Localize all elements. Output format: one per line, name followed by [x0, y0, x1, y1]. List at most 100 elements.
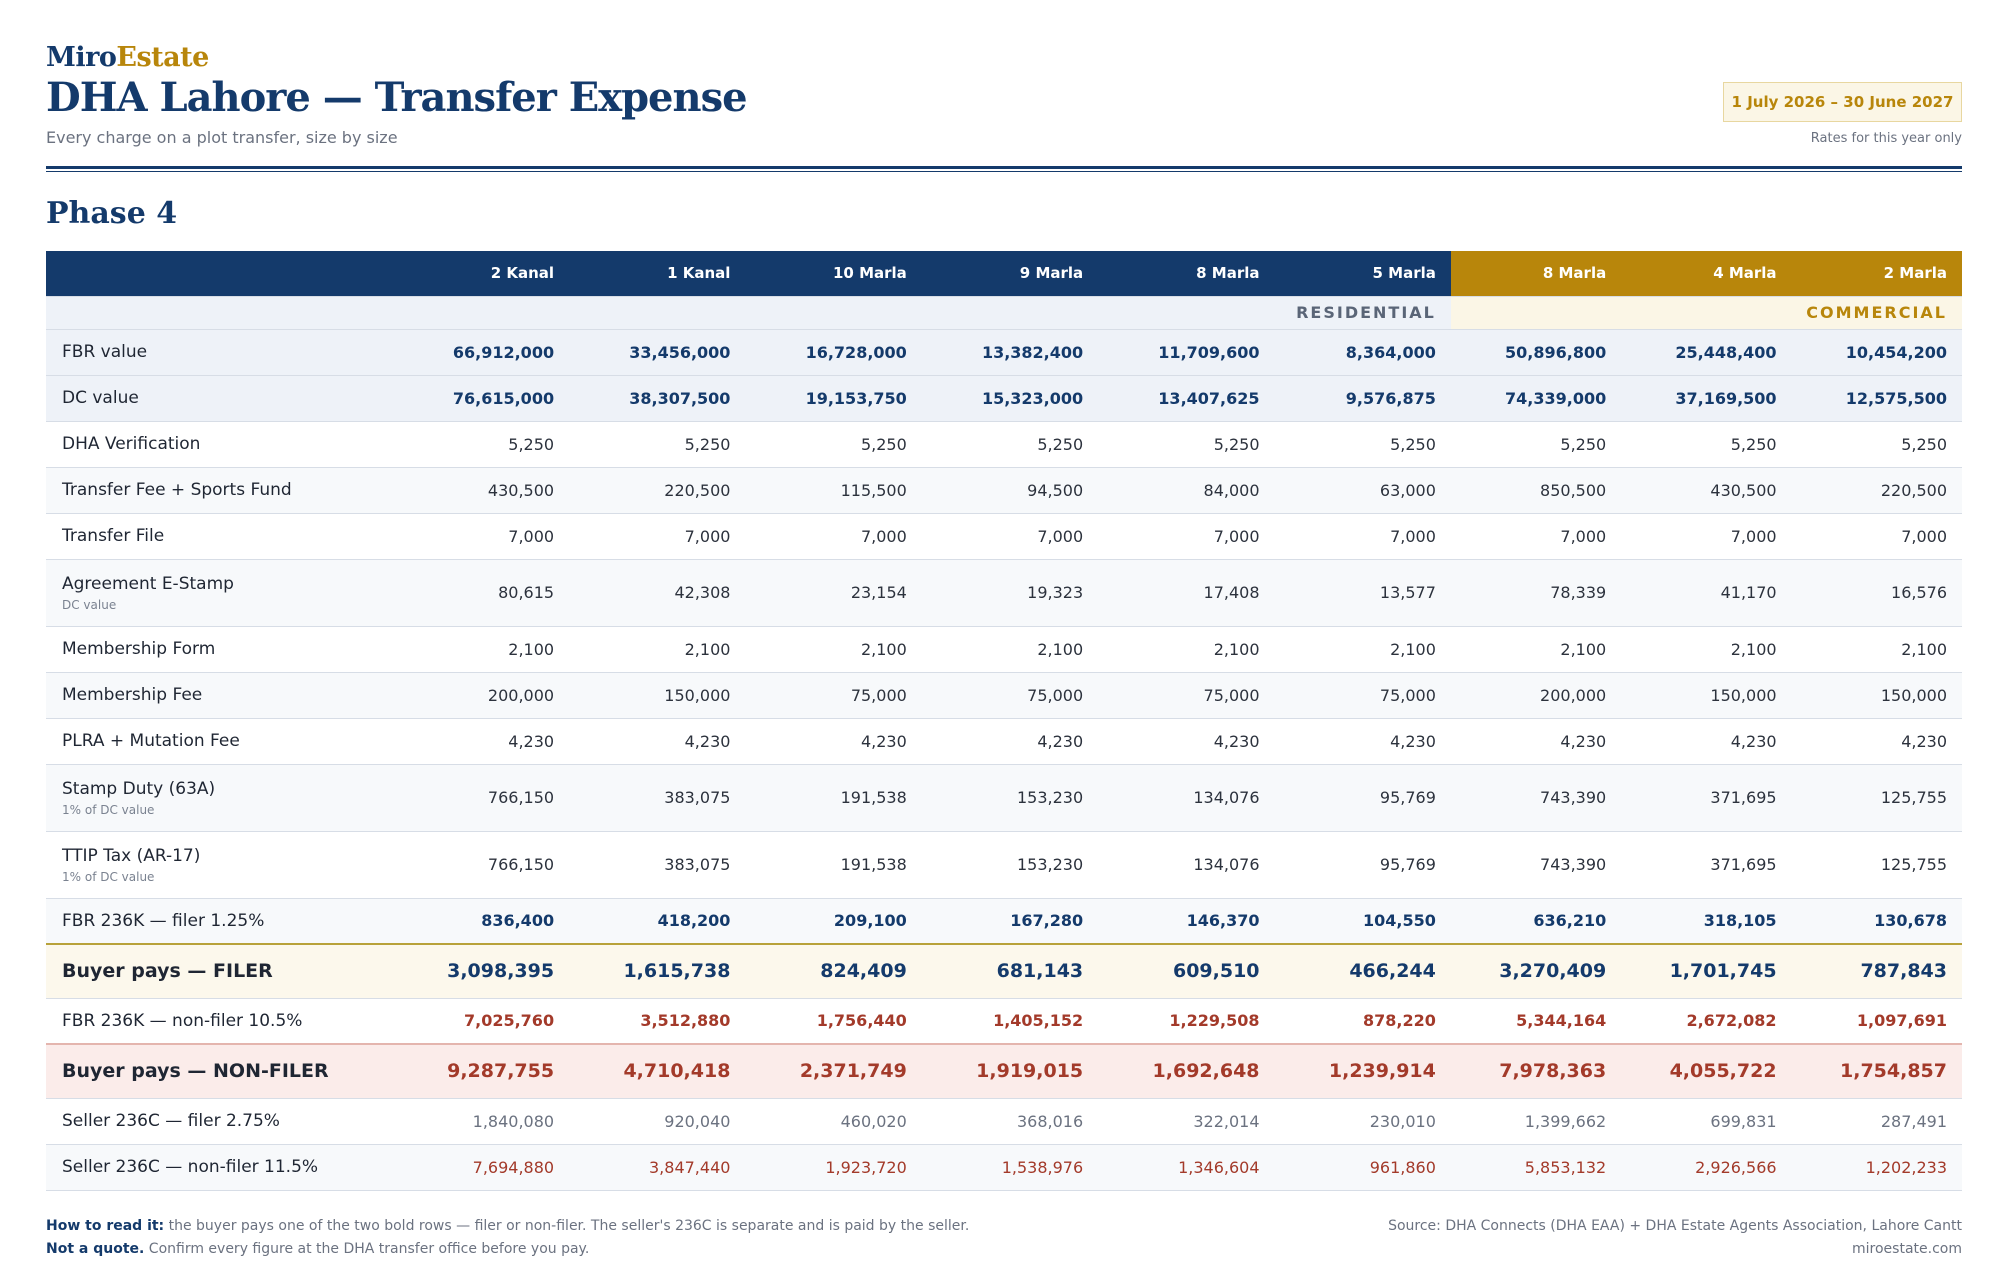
table-cell: 75,000 [1098, 672, 1275, 719]
column-header: 8 Marla [1450, 251, 1622, 297]
table-cell: 787,843 [1791, 943, 1962, 999]
table-cell: 2,100 [745, 626, 922, 673]
table-cell: 1,840,080 [392, 1098, 570, 1145]
page: MiroEstate DHA Lahore — Transfer Expense… [46, 0, 1962, 1274]
table-cell: 5,250 [569, 421, 746, 468]
table-cell: 220,500 [1791, 467, 1962, 514]
table-cell: 4,230 [1098, 718, 1275, 765]
table-cell: 1,202,233 [1791, 1144, 1962, 1191]
table-cell: 5,250 [745, 421, 922, 468]
header-rule-thick [46, 166, 1962, 169]
table-row: Transfer File 7,000 7,000 7,000 7,000 7,000 7,… [46, 513, 1962, 560]
table-cell: 4,230 [1450, 718, 1622, 765]
table-cell: 824,409 [745, 943, 922, 999]
table-cell: 16,576 [1791, 559, 1962, 627]
table-cell: 5,250 [1621, 421, 1792, 468]
footer-not-a-quote-label: Not a quote. [46, 1241, 145, 1257]
table-cell: 5,250 [1791, 421, 1962, 468]
table-row: DC value 76,615,000 38,307,500 19,153,750 15… [46, 375, 1962, 422]
row-label-text: Membership Form [62, 639, 216, 659]
table-cell: 7,000 [921, 513, 1099, 560]
table-cell: 1,692,648 [1098, 1043, 1275, 1099]
table-cell: 66,912,000 [392, 329, 570, 376]
column-header: 5 Marla [1274, 251, 1451, 297]
table-cell: 1,923,720 [745, 1144, 922, 1191]
table-cell: 1,405,152 [921, 998, 1099, 1045]
table-cell: 76,615,000 [392, 375, 570, 422]
table-cell: 2,100 [392, 626, 570, 673]
table-cell: 1,346,604 [1098, 1144, 1275, 1191]
table-row: Agreement E-Stamp DC value 80,615 42,308 23,… [46, 559, 1962, 627]
table-cell: 2,100 [1791, 626, 1962, 673]
table-cell: 1,097,691 [1791, 998, 1962, 1045]
table-cell: 460,020 [745, 1098, 922, 1145]
table-row: Stamp Duty (63A) 1% of DC value 766,150 383… [46, 764, 1962, 832]
table-cell: 4,710,418 [569, 1043, 746, 1099]
table-cell: 19,323 [921, 559, 1099, 627]
page-subtitle: Every charge on a plot transfer, size by… [46, 128, 398, 147]
table-cell: 4,055,722 [1621, 1043, 1792, 1099]
table-cell: 16,728,000 [745, 329, 922, 376]
table-cell: 130,678 [1791, 898, 1962, 945]
table-cell: 150,000 [1621, 672, 1792, 719]
footer-source: Source: DHA Connects (DHA EAA) + DHA Est… [1388, 1218, 1962, 1234]
table-cell: 12,575,500 [1791, 375, 1962, 422]
table-row: PLRA + Mutation Fee 4,230 4,230 4,230 4,230 4… [46, 718, 1962, 765]
table-row: Seller 236C — filer 2.75% 1,840,080 920,04… [46, 1098, 1962, 1145]
table-cell: 7,694,880 [392, 1144, 570, 1191]
table-cell: 11,709,600 [1098, 329, 1275, 376]
column-header: 2 Marla [1791, 251, 1962, 297]
table-cell: 200,000 [1450, 672, 1622, 719]
table-cell: 430,500 [392, 467, 570, 514]
table-cell: 230,010 [1274, 1098, 1451, 1145]
table-cell: 9,576,875 [1274, 375, 1451, 422]
table-cell: 95,769 [1274, 831, 1451, 899]
table-cell: 7,000 [1450, 513, 1622, 560]
date-range-badge: 1 July 2026 – 30 June 2027 [1723, 82, 1962, 122]
table-cell: 4,230 [392, 718, 570, 765]
row-label: FBR 236K — filer 1.25% [46, 898, 393, 945]
row-label-note: DC value [62, 597, 117, 612]
table-cell: 17,408 [1098, 559, 1275, 627]
table-cell: 38,307,500 [569, 375, 746, 422]
table-cell: 2,926,566 [1621, 1144, 1792, 1191]
row-label: FBR value [46, 329, 393, 376]
table-cell: 134,076 [1098, 831, 1275, 899]
row-label: Transfer File [46, 513, 393, 560]
table-cell: 4,230 [1791, 718, 1962, 765]
table-body: FBR value 66,912,000 33,456,000 16,728,000 1… [46, 329, 1962, 1191]
table-cell: 681,143 [921, 943, 1099, 999]
table-cell: 10,454,200 [1791, 329, 1962, 376]
row-label-text: Stamp Duty (63A) [62, 778, 216, 799]
table-row: Buyer pays — NON-FILER 9,287,755 4,710,418… [46, 1043, 1962, 1099]
footer-how-to-read-label: How to read it: [46, 1218, 165, 1234]
table-cell: 3,512,880 [569, 998, 746, 1045]
table-cell: 25,448,400 [1621, 329, 1792, 376]
page-title: DHA Lahore — Transfer Expense [46, 74, 748, 121]
column-header: 4 Marla [1621, 251, 1792, 297]
table-cell: 23,154 [745, 559, 922, 627]
table-cell: 7,000 [1098, 513, 1275, 560]
table-cell: 743,390 [1450, 764, 1622, 832]
column-header: 9 Marla [921, 251, 1099, 297]
table-cell: 2,100 [921, 626, 1099, 673]
table-cell: 1,701,745 [1621, 943, 1792, 999]
table-cell: 5,853,132 [1450, 1144, 1622, 1191]
row-label-text: Agreement E-Stamp [62, 573, 234, 594]
table-cell: 318,105 [1621, 898, 1792, 945]
table-cell: 3,270,409 [1450, 943, 1622, 999]
table-cell: 961,860 [1274, 1144, 1451, 1191]
row-label: DHA Verification [46, 421, 393, 468]
table-cell: 609,510 [1098, 943, 1275, 999]
table-cell: 15,323,000 [921, 375, 1099, 422]
table-cell: 134,076 [1098, 764, 1275, 832]
row-label-text: PLRA + Mutation Fee [62, 731, 240, 751]
row-label: DC value [46, 375, 393, 422]
table-row: FBR 236K — non-filer 10.5% 7,025,760 3,512… [46, 998, 1962, 1045]
table-cell: 200,000 [392, 672, 570, 719]
date-range-note: Rates for this year only [1810, 131, 1962, 146]
table-cell: 7,000 [569, 513, 746, 560]
table-cell: 150,000 [569, 672, 746, 719]
row-label-text: Transfer File [62, 526, 165, 546]
brand-part-estate: Estate [116, 42, 209, 73]
